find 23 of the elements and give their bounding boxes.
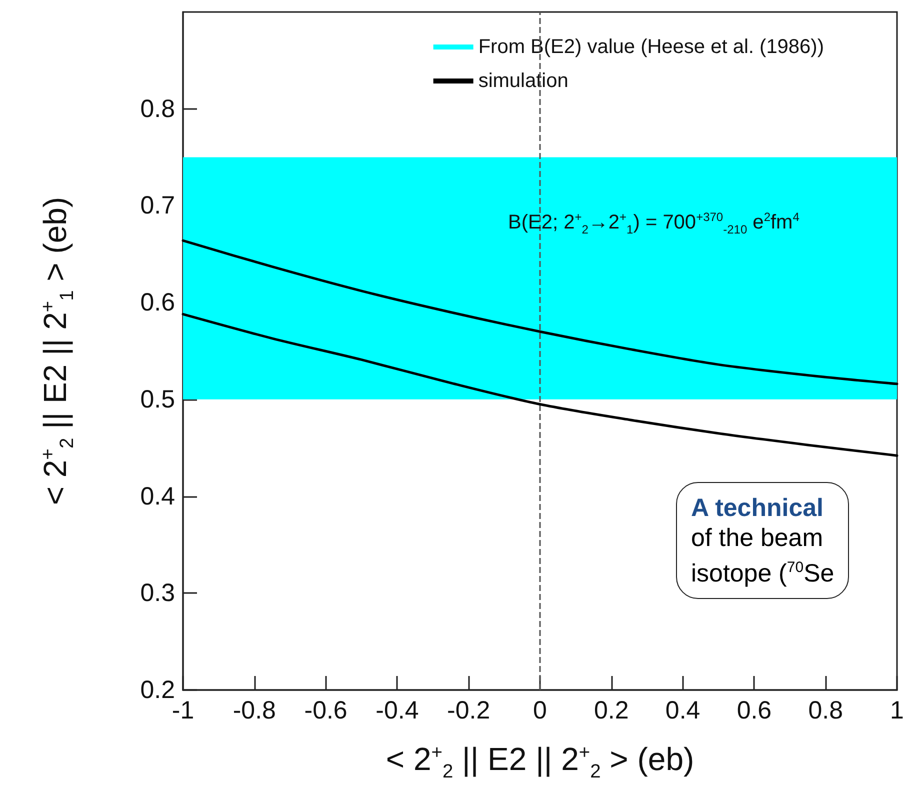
line-series bbox=[182, 239, 898, 386]
text: B(E2; 2$^{+}$$_{2}$→2$^{+}$$_{1}$) = 700$^{+370}$$_{-210}$ e$^{2}$fm$^{4}$ bbox=[508, 210, 800, 237]
x-tick-label: 0 bbox=[533, 696, 547, 724]
y-tick-label: 0.4 bbox=[140, 482, 176, 510]
x-axis-title: < 2$^{+}$$_{2}$ || E2 || 2$^{+}$$_{2}$ > (eb) bbox=[386, 741, 694, 784]
legend-label: simulation bbox=[478, 70, 568, 92]
x-tick-label: 1 bbox=[890, 696, 904, 724]
annotation: A technical of the beam isotope ($^{70}$Se bbox=[691, 493, 834, 588]
y-tick-label: 0.8 bbox=[140, 94, 175, 123]
y-tick-label: 0.7 bbox=[140, 192, 175, 220]
x-tick-label: -0.6 bbox=[304, 696, 348, 724]
x-tick-label: 0.4 bbox=[665, 696, 700, 724]
x-tick-label: 0.6 bbox=[736, 696, 772, 724]
x-tick-label: -0.2 bbox=[447, 696, 490, 724]
legend-label: From B(E2) value (Heese et al. (1986)) bbox=[478, 36, 824, 58]
x-tick-label: -0.8 bbox=[232, 696, 276, 724]
y-tick-label: 0.6 bbox=[140, 288, 175, 317]
line-series bbox=[182, 312, 898, 457]
x-tick-label: -0.4 bbox=[376, 696, 419, 724]
x-tick-label: 0.2 bbox=[594, 696, 629, 724]
y-tick-label: 0.5 bbox=[140, 385, 175, 414]
y-tick-label: 0.3 bbox=[140, 579, 175, 608]
x-tick-label: 0.8 bbox=[808, 696, 843, 724]
